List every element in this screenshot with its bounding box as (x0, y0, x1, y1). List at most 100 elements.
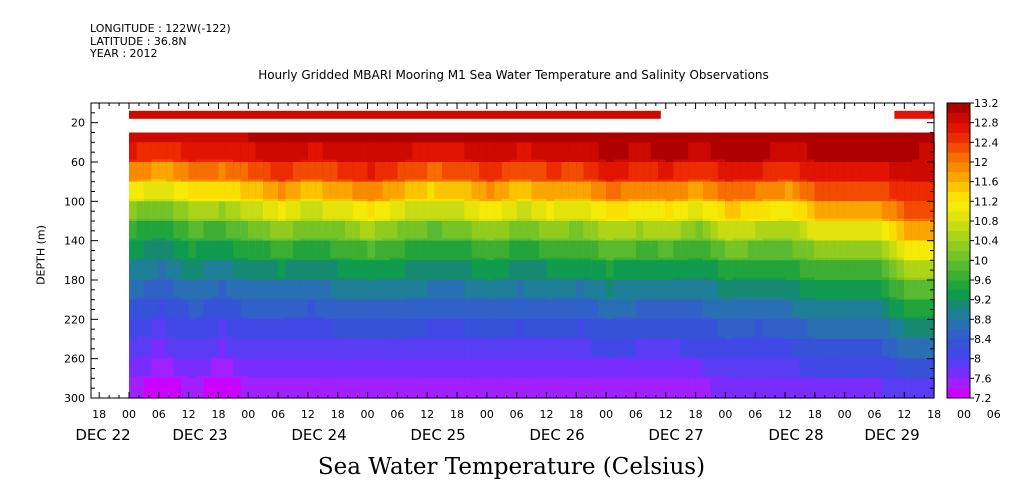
temperature-cell (762, 339, 771, 362)
temperature-cell (412, 280, 421, 303)
temperature-cell (442, 142, 451, 166)
temperature-cell (524, 142, 533, 166)
temperature-cell (486, 339, 495, 362)
temperature-cell (345, 339, 354, 362)
temperature-cell (732, 132, 741, 151)
temperature-cell (673, 260, 682, 284)
temperature-cell (792, 280, 801, 303)
temperature-cell (404, 299, 413, 323)
temperature-cell (240, 319, 249, 343)
temperature-cell (307, 201, 316, 225)
temperature-cell (457, 162, 466, 185)
temperature-cell (203, 339, 212, 362)
temperature-cell (188, 132, 197, 151)
temperature-cell (166, 260, 175, 284)
temperature-cell (382, 280, 391, 303)
temperature-cell (188, 319, 197, 343)
temperature-cell (680, 299, 689, 323)
temperature-cell (807, 378, 816, 399)
temperature-cell (188, 221, 197, 244)
temperature-cell (233, 132, 242, 151)
temperature-cell (732, 260, 741, 284)
temperature-cell (471, 162, 480, 185)
temperature-cell (568, 378, 577, 399)
temperature-cell (725, 378, 734, 399)
temperature-cell (248, 319, 257, 343)
temperature-cell (561, 240, 570, 264)
temperature-cell (218, 142, 227, 166)
temperature-cell (442, 181, 451, 205)
temperature-cell (814, 181, 823, 205)
temperature-cell (166, 132, 175, 151)
temperature-cell (315, 132, 324, 151)
temperature-cell (740, 201, 749, 225)
temperature-cell (553, 378, 562, 399)
temperature-cell (471, 181, 480, 205)
temperature-cell (412, 132, 421, 151)
temperature-cell (755, 358, 764, 382)
temperature-cell (233, 280, 242, 303)
temperature-cell (650, 260, 659, 284)
temperature-cell (829, 280, 838, 303)
temperature-cell (665, 358, 674, 382)
temperature-cell (307, 142, 316, 166)
temperature-cell (732, 240, 741, 264)
temperature-cell (419, 260, 428, 284)
temperature-cell (375, 132, 384, 151)
temperature-cell (330, 142, 339, 166)
temperature-cell (330, 378, 339, 399)
temperature-cell (606, 221, 615, 244)
temperature-cell (837, 132, 846, 151)
temperature-cell (665, 260, 674, 284)
temperature-cell (598, 299, 607, 323)
temperature-cell (658, 201, 667, 225)
temperature-cell (576, 280, 585, 303)
temperature-cell (337, 299, 346, 323)
temperature-cell (248, 201, 257, 225)
temperature-cell (628, 280, 637, 303)
temperature-cell (621, 181, 630, 205)
temperature-cell (337, 339, 346, 362)
temperature-cell (673, 240, 682, 264)
temperature-cell (315, 319, 324, 343)
temperature-cell (158, 280, 167, 303)
temperature-cell (516, 162, 525, 185)
temperature-cell (695, 299, 704, 323)
temperature-cell (785, 280, 794, 303)
temperature-cell (688, 299, 697, 323)
temperature-cell (703, 181, 712, 205)
temperature-cell (822, 162, 831, 185)
temperature-cell (464, 280, 473, 303)
temperature-cell (211, 319, 220, 343)
temperature-cell (188, 358, 197, 382)
temperature-cell (814, 299, 823, 323)
temperature-cell (397, 162, 406, 185)
temperature-cell (494, 132, 503, 151)
temperature-cell (553, 260, 562, 284)
temperature-cell (203, 260, 212, 284)
temperature-cell (367, 378, 376, 399)
temperature-cell (643, 260, 652, 284)
temperature-cell (546, 378, 555, 399)
temperature-cell (203, 299, 212, 323)
temperature-cell (255, 260, 264, 284)
temperature-cell (434, 221, 443, 244)
temperature-cell (352, 378, 361, 399)
temperature-cell (688, 280, 697, 303)
temperature-cell (255, 132, 264, 151)
temperature-cell (270, 181, 279, 205)
temperature-cell (270, 240, 279, 264)
temperature-cell (397, 142, 406, 166)
temperature-cell (263, 358, 272, 382)
temperature-cell (568, 280, 577, 303)
temperature-cell (360, 142, 369, 166)
temperature-cell (553, 142, 562, 166)
temperature-cell (635, 162, 644, 185)
temperature-cell (747, 201, 756, 225)
temperature-cell (777, 201, 786, 225)
temperature-cell (494, 260, 503, 284)
temperature-cell (173, 358, 182, 382)
temperature-cell (181, 162, 190, 185)
temperature-cell (270, 221, 279, 244)
temperature-cell (762, 358, 771, 382)
